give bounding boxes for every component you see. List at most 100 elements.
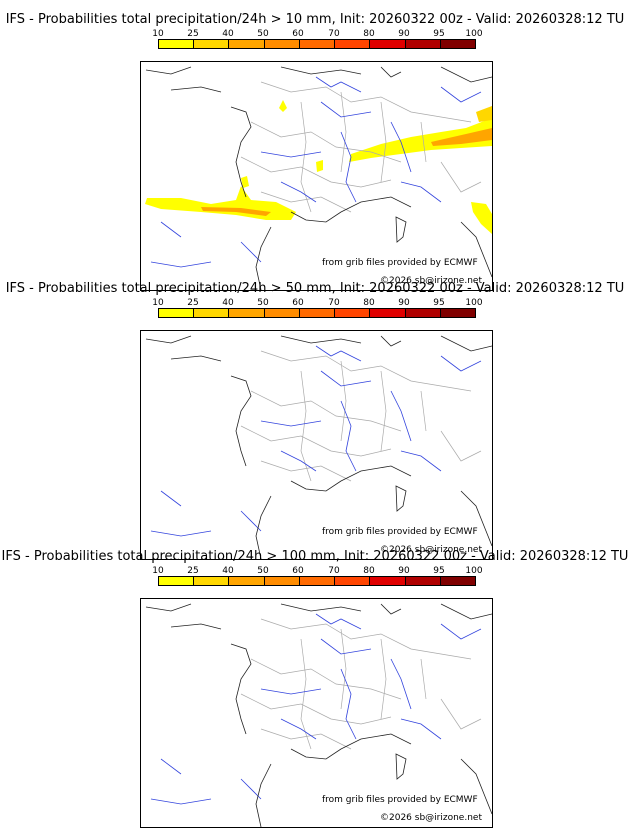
region-borders <box>240 350 482 482</box>
precip-area-pyrenees-core <box>201 207 271 216</box>
rivers <box>150 613 482 805</box>
legend-tick: 40 <box>222 29 234 39</box>
legend-swatch <box>440 577 475 585</box>
legend-tick: 90 <box>398 298 410 308</box>
precip-area-alps-core <box>431 128 492 146</box>
precip-area-west <box>241 176 249 188</box>
legend-tick: 40 <box>222 298 234 308</box>
legend-swatch <box>264 40 300 48</box>
map-svg <box>145 335 492 559</box>
legend-swatch <box>299 309 336 317</box>
legend-labels: 10 25 40 50 60 70 80 90 95 100 <box>152 29 482 39</box>
legend-swatch <box>440 309 475 317</box>
legend-tick: 60 <box>292 29 304 39</box>
region-borders <box>240 618 482 750</box>
copyright-text: ©2026 sb@irizone.net <box>380 276 482 286</box>
legend-swatch <box>264 309 300 317</box>
credit-text: from grib files provided by ECMWF <box>322 258 478 268</box>
map-panel-10mm: IFS - Probabilities total precipitation/… <box>0 12 630 291</box>
legend-swatch <box>370 309 406 317</box>
legend-tick: 80 <box>363 298 375 308</box>
legend-swatch <box>370 577 406 585</box>
rivers <box>150 76 482 268</box>
legend-tick: 80 <box>363 29 375 39</box>
copyright-text: ©2026 sb@irizone.net <box>380 813 482 823</box>
legend-swatch <box>229 577 265 585</box>
region-borders <box>240 81 482 213</box>
legend-bar <box>158 576 476 586</box>
legend-tick: 70 <box>328 566 340 576</box>
legend-swatch <box>264 577 300 585</box>
credit-text: from grib files provided by ECMWF <box>322 795 478 805</box>
map-svg <box>145 603 492 827</box>
legend-tick: 50 <box>257 566 269 576</box>
legend-tick: 95 <box>433 298 445 308</box>
legend-tick: 100 <box>465 566 483 576</box>
coastline <box>145 66 492 290</box>
map-panel-100mm: IFS - Probabilities total precipitation/… <box>0 549 630 828</box>
rivers <box>150 345 482 537</box>
legend-swatch <box>159 577 195 585</box>
legend-tick: 95 <box>433 29 445 39</box>
legend-tick: 90 <box>398 29 410 39</box>
legend-labels: 10 25 40 50 60 70 80 90 95 100 <box>152 298 482 308</box>
coastline <box>145 603 492 827</box>
legend-swatch <box>159 309 195 317</box>
precip-area-pyrenees <box>145 186 296 220</box>
legend-tick: 60 <box>292 298 304 308</box>
legend-swatch <box>440 40 475 48</box>
precip-area-east <box>471 202 492 234</box>
legend-swatch <box>194 309 230 317</box>
coastline <box>145 335 492 559</box>
legend-swatch <box>159 40 195 48</box>
copyright-text: ©2026 sb@irizone.net <box>380 545 482 555</box>
color-legend: 10 25 40 50 60 70 80 90 95 100 <box>152 566 483 590</box>
legend-swatch <box>194 40 230 48</box>
legend-swatch <box>335 40 371 48</box>
legend-tick: 60 <box>292 566 304 576</box>
legend-swatch <box>335 577 371 585</box>
legend-tick: 95 <box>433 566 445 576</box>
credit-text: from grib files provided by ECMWF <box>322 527 478 537</box>
precip-area-northeast <box>476 106 492 122</box>
legend-swatch <box>405 309 441 317</box>
legend-tick: 100 <box>465 29 483 39</box>
legend-tick: 90 <box>398 566 410 576</box>
color-legend: 10 25 40 50 60 70 80 90 95 100 <box>152 298 483 322</box>
legend-swatch <box>229 309 265 317</box>
legend-tick: 70 <box>328 29 340 39</box>
legend-tick: 25 <box>187 298 199 308</box>
legend-swatch <box>299 40 336 48</box>
legend-tick: 25 <box>187 29 199 39</box>
precip-area-north <box>279 100 287 112</box>
legend-bar <box>158 308 476 318</box>
legend-swatch <box>335 309 371 317</box>
legend-tick: 50 <box>257 29 269 39</box>
legend-tick: 10 <box>152 29 164 39</box>
panel-title: IFS - Probabilities total precipitation/… <box>5 281 625 296</box>
legend-tick: 10 <box>152 298 164 308</box>
legend-swatch <box>299 577 336 585</box>
legend-tick: 50 <box>257 298 269 308</box>
legend-tick: 80 <box>363 566 375 576</box>
legend-tick: 40 <box>222 566 234 576</box>
legend-swatch <box>229 40 265 48</box>
map-frame <box>140 330 493 560</box>
color-legend: 10 25 40 50 60 70 80 90 95 100 <box>152 29 483 53</box>
precip-area-center <box>316 160 323 172</box>
legend-tick: 70 <box>328 298 340 308</box>
legend-tick: 10 <box>152 566 164 576</box>
legend-swatch <box>405 577 441 585</box>
legend-labels: 10 25 40 50 60 70 80 90 95 100 <box>152 566 482 576</box>
legend-tick: 25 <box>187 566 199 576</box>
map-frame <box>140 598 493 828</box>
map-frame <box>140 61 493 291</box>
panel-title: IFS - Probabilities total precipitation/… <box>5 12 625 27</box>
map-svg <box>145 66 492 290</box>
legend-bar <box>158 39 476 49</box>
legend-swatch <box>405 40 441 48</box>
panel-title: IFS - Probabilities total precipitation/… <box>1 549 629 564</box>
map-panel-50mm: IFS - Probabilities total precipitation/… <box>0 281 630 560</box>
legend-tick: 100 <box>465 298 483 308</box>
legend-swatch <box>370 40 406 48</box>
